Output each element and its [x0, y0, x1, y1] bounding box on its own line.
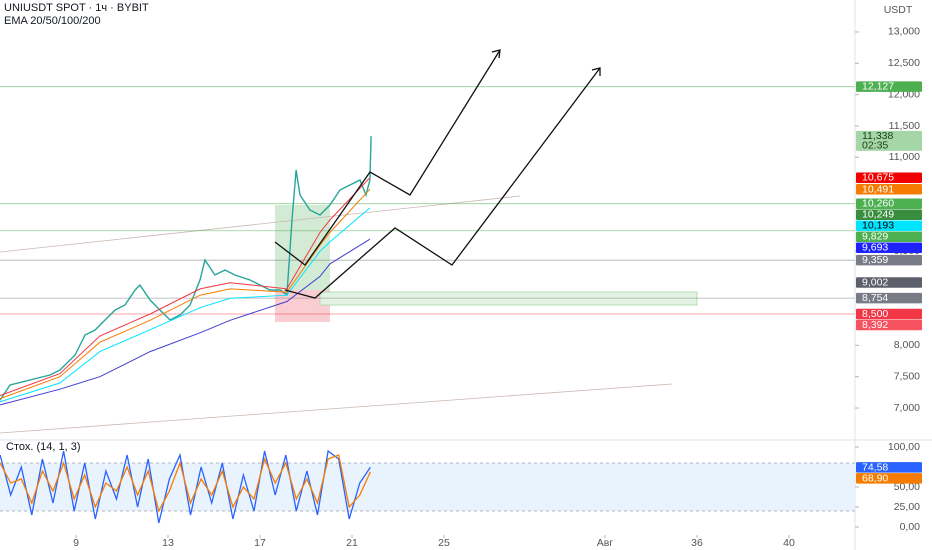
trend-line [0, 383, 673, 434]
indicator-title: EMA 20/50/100/200 [4, 15, 101, 27]
demand-zone [319, 291, 698, 306]
price-label: 12,127 [862, 81, 894, 93]
series-line [0, 188, 371, 400]
price-label: 8,500 [862, 308, 888, 320]
x-tick-label: 13 [162, 537, 174, 549]
y-tick-label: 25,00 [894, 501, 920, 513]
y-tick-label: 12,500 [888, 57, 920, 69]
price-label: 68,90 [862, 472, 888, 484]
price-label: 10,260 [862, 198, 894, 210]
y-tick-label: 100,00 [888, 441, 920, 453]
y-tick-label: 8,000 [894, 339, 920, 351]
y-tick-label: 13,000 [888, 26, 920, 38]
x-tick-label: Авг [597, 537, 614, 549]
x-tick-label: 9 [73, 537, 79, 549]
price-label-box [856, 308, 922, 320]
price-label: 10,249 [862, 209, 894, 221]
currency-label: USDT [884, 4, 913, 16]
price-label: 74,58 [862, 461, 888, 473]
x-tick-label: 17 [254, 537, 266, 549]
price-label: 8,754 [862, 292, 888, 304]
price-label-box [856, 254, 922, 266]
y-tick-label: 0,00 [900, 521, 921, 533]
price-label-box [856, 198, 922, 209]
price-label-box [856, 183, 922, 195]
countdown: 02:35 [862, 140, 888, 152]
x-tick-label: 21 [346, 537, 358, 549]
trend-line [0, 195, 521, 253]
price-label-box [856, 130, 922, 151]
stoch-title: Стох. (14, 1, 3) [6, 441, 81, 453]
series-line [0, 136, 372, 401]
price-label: 8,392 [862, 319, 888, 331]
y-tick-label: 50,00 [894, 481, 920, 493]
price-label-box [856, 242, 922, 253]
series-line [0, 207, 371, 403]
price-label-box [856, 277, 922, 288]
projection-path [284, 67, 601, 299]
price-label: 9,002 [862, 277, 888, 289]
price-label-box [856, 462, 922, 473]
x-tick-label: 36 [691, 537, 703, 549]
y-tick-label: 11,000 [889, 151, 920, 163]
series-line [0, 177, 371, 396]
price-label: 9,829 [862, 231, 888, 243]
price-label-box [856, 319, 922, 331]
price-label: 10,675 [862, 172, 894, 184]
series-line [0, 454, 371, 513]
price-label-box [856, 292, 922, 304]
x-tick-label: 40 [783, 537, 795, 549]
projection-path [274, 49, 501, 266]
price-label: 11,338 [862, 130, 893, 142]
y-tick-label: 7,000 [894, 402, 920, 414]
price-label: 9,359 [862, 254, 888, 266]
price-label-box [856, 172, 922, 183]
series-line [0, 238, 371, 406]
y-tick-label: 7,500 [894, 370, 920, 382]
y-tick-label: 11,500 [889, 120, 920, 132]
price-label: 10,491 [862, 183, 894, 195]
price-label-box [856, 220, 922, 231]
price-label: 9,693 [862, 242, 888, 254]
symbol-title: UNIUSDT SPOT · 1ч · BYBIT [4, 2, 149, 14]
x-tick-label: 25 [438, 537, 450, 549]
price-label-box [856, 209, 922, 220]
price-label: 10,193 [862, 220, 894, 232]
arrow-head [591, 67, 601, 76]
price-label-box [856, 473, 922, 484]
price-label-box [856, 231, 922, 242]
arrow-head [491, 49, 501, 59]
price-label-box [856, 81, 922, 92]
